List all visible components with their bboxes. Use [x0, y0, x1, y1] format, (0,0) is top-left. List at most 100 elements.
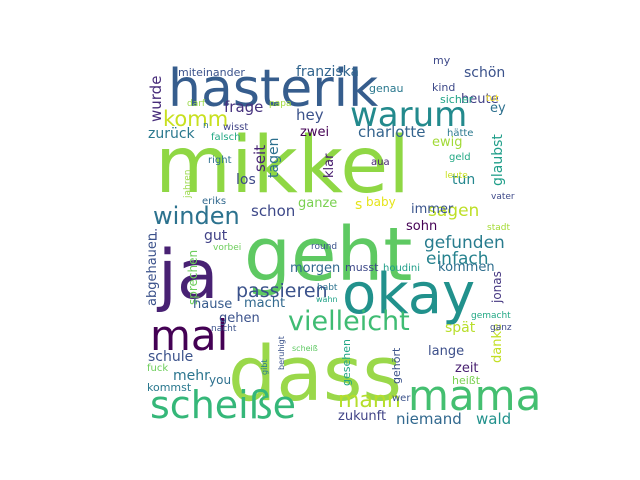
word-wurde: wurde: [147, 76, 165, 122]
word-gibt: gibt: [260, 359, 269, 375]
word-ganze: ganze: [298, 196, 337, 211]
word-habt: habt: [317, 283, 338, 293]
word-niemand: niemand: [396, 410, 462, 428]
word-scheisse: scheiße: [150, 383, 296, 427]
word-kommen: kommen: [438, 260, 495, 275]
word-jahren: jahren: [183, 170, 193, 199]
word-s: s: [355, 197, 362, 213]
word-gut: gut: [204, 228, 228, 244]
word-zwei: zwei: [300, 125, 329, 140]
word-kommst: kommst: [147, 381, 192, 394]
word-spaet: spät: [445, 320, 476, 336]
word-dass: dass: [228, 329, 402, 418]
word-genau: genau: [369, 82, 403, 95]
word-my: my: [433, 54, 451, 67]
word-sagen: sagen: [428, 201, 479, 221]
word-warum: warum: [350, 95, 467, 135]
word-scheiss: scheiß: [292, 344, 318, 353]
word-danke: danke: [490, 323, 505, 363]
word-falsch: falsch: [211, 132, 240, 143]
word-sprechen: sprechen: [186, 250, 200, 305]
word-i: i: [154, 228, 158, 244]
word-geld: geld: [449, 152, 471, 163]
word-wahn: wahn: [316, 295, 338, 304]
word-schule: schule: [148, 349, 193, 365]
word-seit: seit: [251, 145, 269, 172]
word-vater: vater: [491, 192, 515, 202]
word-vorbei: vorbei: [213, 243, 241, 253]
word-darf: darf: [187, 99, 206, 109]
word-einfach: einfach: [426, 249, 488, 269]
word-macht: macht: [244, 296, 285, 311]
word-abgehauen: abgehauen: [145, 233, 160, 306]
word-gefunden: gefunden: [424, 233, 505, 253]
word-gehen: gehen: [219, 311, 260, 326]
word-zeit: zeit: [455, 361, 479, 376]
word-immer: immer: [411, 202, 454, 217]
word-komm: komm: [163, 107, 228, 131]
word-wisst: wisst: [223, 122, 248, 133]
word-schon: schon: [251, 202, 295, 220]
word-eriks: eriks: [202, 196, 226, 207]
word-nacht: nacht: [211, 324, 237, 334]
word-gehoert: gehört: [390, 347, 403, 384]
word-ganz: ganz: [490, 323, 512, 333]
word-heisst: heißt: [452, 374, 481, 387]
word-glaubst: glaubst: [490, 134, 506, 186]
word-hasterik: hasterik: [168, 59, 378, 119]
word-morgen: morgen: [290, 261, 340, 276]
word-beruhigt: beruhigt: [277, 336, 286, 370]
word-zurueck: zurück: [148, 126, 196, 142]
word-baby: baby: [366, 195, 396, 209]
word-franziska: franziska: [296, 64, 359, 80]
word-you: you: [209, 373, 231, 387]
word-heute: heute: [461, 92, 499, 107]
word-gemacht: gemacht: [471, 311, 511, 321]
word-geht: geht: [244, 212, 412, 298]
word-papa: papa: [269, 99, 291, 109]
word-ja: ja: [156, 236, 219, 315]
word-vielleicht: vielleicht: [288, 306, 410, 337]
word-tun: tun: [452, 172, 475, 188]
word-fuck: fuck: [147, 363, 168, 374]
word-haette: hätte: [447, 128, 473, 139]
word-ey: ey: [490, 101, 506, 116]
word-stadt: stadt: [487, 223, 510, 233]
word-mal: mal: [150, 311, 228, 360]
word-leute: leute: [445, 171, 468, 181]
word-wald: wald: [476, 410, 511, 428]
word-mehr: mehr: [173, 368, 210, 384]
word-sohn: sohn: [406, 219, 437, 234]
word-hey: hey: [296, 106, 324, 124]
word-aua: aua: [371, 157, 390, 168]
word-wer: wer: [392, 393, 411, 404]
word-lange: lange: [428, 344, 464, 359]
word-sicher: sicher: [440, 93, 474, 106]
word-gesehen: gesehen: [340, 339, 353, 386]
word-houdini: houdini: [383, 263, 420, 274]
word-ewig: ewig: [432, 135, 463, 150]
word-okay: okay: [342, 262, 475, 327]
word-klar: klar: [322, 153, 337, 178]
word-schoen: schön: [464, 65, 505, 81]
word-tagen: tagen: [266, 138, 282, 178]
word-tut: tut: [486, 94, 499, 104]
word-n: n: [203, 121, 209, 131]
word-musst: musst: [345, 261, 379, 274]
word-frage: frage: [224, 98, 263, 116]
word-mann: mann: [338, 388, 401, 413]
word-round: round: [311, 242, 337, 252]
word-mikkel: mikkel: [155, 121, 410, 211]
word-miteinander: miteinander: [178, 66, 245, 79]
word-charlotte: charlotte: [358, 123, 425, 141]
word-mama: mama: [408, 371, 541, 420]
word-hause: hause: [193, 297, 232, 312]
word-passieren: passieren: [236, 280, 328, 302]
word-jonas: jonas: [490, 271, 504, 304]
word-kind: kind: [432, 81, 455, 94]
word-winden: winden: [153, 202, 240, 230]
word-zukunft: zukunft: [338, 409, 386, 424]
word-los: los: [236, 172, 256, 188]
word-right: right: [208, 155, 232, 166]
